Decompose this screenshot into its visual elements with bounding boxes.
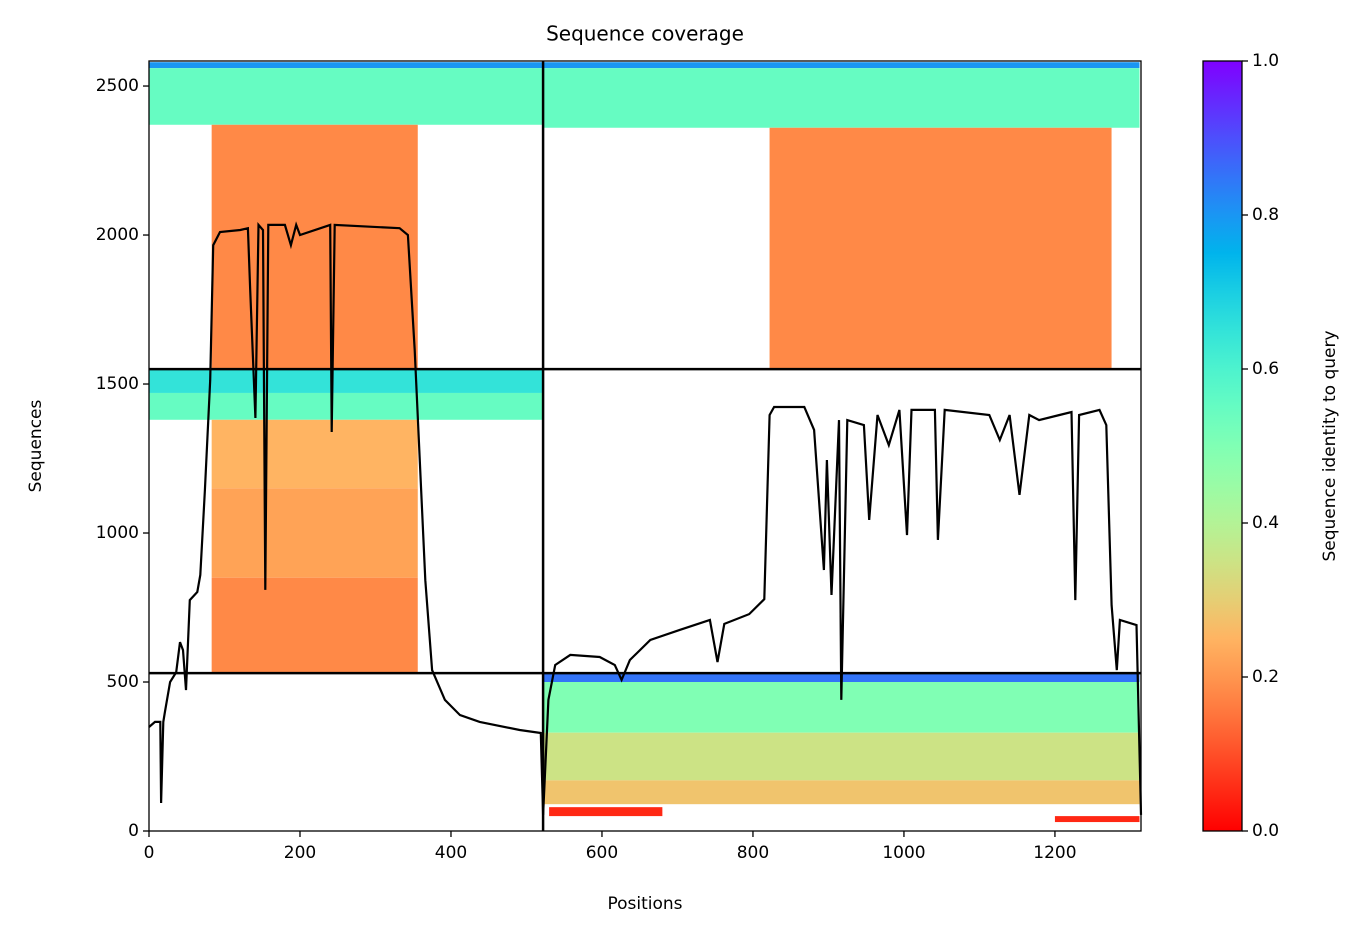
colorbar-label: Sequence identity to query	[1320, 330, 1340, 561]
y-tick-label: 1500	[96, 374, 139, 394]
y-tick-label: 2000	[96, 225, 139, 245]
coverage-block	[543, 780, 1140, 805]
coverage-line	[148, 221, 1143, 815]
coverage-block	[543, 732, 1140, 781]
chart-title: Sequence coverage	[546, 22, 744, 46]
x-tick-label: 600	[586, 843, 618, 863]
coverage-block	[549, 807, 663, 817]
y-tick-label: 500	[107, 672, 139, 692]
coverage-block	[149, 369, 544, 393]
colorbar-tick-label: 0.6	[1252, 359, 1279, 379]
coverage-block	[211, 577, 418, 674]
coverage-block	[543, 68, 1140, 128]
coverage-block	[211, 488, 418, 578]
y-tick-label: 2500	[96, 76, 139, 96]
coverage-block	[1054, 816, 1140, 823]
colorbar-tick-label: 0.2	[1252, 667, 1279, 687]
colorbar-tick-label: 0.4	[1252, 513, 1279, 533]
coverage-block	[211, 419, 418, 489]
x-tick-label: 1200	[1033, 843, 1076, 863]
coverage-block	[211, 124, 418, 370]
y-axis-label: Sequences	[26, 400, 46, 493]
x-tick-label: 800	[737, 843, 769, 863]
coverage-block	[149, 392, 544, 420]
plot-frame	[148, 60, 1142, 832]
x-tick-label: 0	[144, 843, 155, 863]
x-tick-label: 200	[284, 843, 316, 863]
colorbar-tick-label: 0.8	[1252, 205, 1279, 225]
coverage-block	[543, 62, 1140, 69]
colorbar-tick-label: 1.0	[1252, 51, 1279, 71]
y-tick-label: 0	[128, 821, 139, 841]
y-tick-label: 1000	[96, 523, 139, 543]
coverage-block	[769, 127, 1112, 370]
colorbar	[1202, 60, 1243, 832]
x-tick-label: 1000	[882, 843, 925, 863]
coverage-block	[149, 62, 544, 69]
x-axis-label: Positions	[607, 894, 682, 914]
coverage-block	[149, 68, 544, 125]
x-tick-label: 400	[435, 843, 467, 863]
colorbar-tick-label: 0.0	[1252, 821, 1279, 841]
